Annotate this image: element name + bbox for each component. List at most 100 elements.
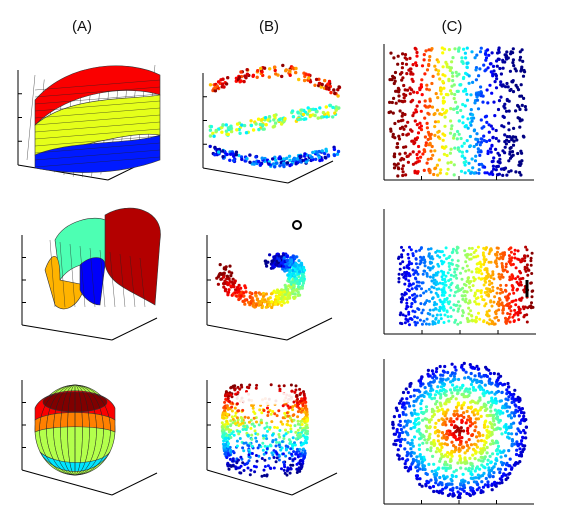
c3-point	[430, 410, 434, 414]
c1-point	[415, 54, 419, 58]
c3-point	[431, 380, 435, 384]
b1-point	[308, 113, 313, 118]
c3-point	[486, 400, 490, 404]
c2-point	[519, 271, 523, 275]
c3-point	[443, 364, 447, 369]
b1-point	[307, 109, 311, 113]
c3-point	[493, 392, 497, 396]
c3-point	[437, 448, 441, 452]
c2-point	[504, 265, 508, 269]
c1-point	[393, 121, 397, 126]
c3-point	[506, 435, 510, 439]
b2-point	[287, 277, 291, 281]
c2-point	[484, 302, 488, 306]
b3-point	[277, 433, 281, 436]
b3-opening	[235, 391, 295, 405]
c3-point	[419, 407, 423, 411]
c1-point	[392, 155, 397, 159]
c1-point	[456, 129, 460, 134]
c3-point	[477, 367, 481, 371]
c3-point	[489, 442, 493, 446]
a2-mesh-line	[129, 255, 136, 308]
c1-point	[508, 69, 512, 73]
c1-point	[448, 151, 452, 155]
c3-point	[506, 398, 510, 402]
c2-point	[439, 313, 443, 317]
c1-point	[404, 62, 409, 66]
b2-point	[296, 267, 300, 271]
c3-point	[455, 417, 459, 421]
c1-point	[436, 130, 440, 134]
b1-point	[248, 153, 252, 157]
b3-point	[241, 446, 245, 450]
b3-point	[223, 437, 227, 441]
b3-point	[263, 458, 267, 462]
c2-point	[508, 257, 512, 261]
b3-point	[239, 471, 243, 475]
c1-point	[422, 58, 426, 62]
b3-point	[275, 440, 278, 444]
c3-point	[479, 490, 483, 495]
b2-point	[286, 273, 290, 277]
c1-point	[488, 147, 493, 151]
c1-point	[494, 72, 498, 76]
c2-point	[446, 271, 450, 275]
b3-point	[291, 436, 295, 440]
c1-point	[483, 171, 487, 175]
c2-point	[418, 248, 422, 252]
c2-point	[414, 323, 418, 327]
c2-point	[514, 277, 517, 281]
c1-point	[511, 153, 515, 157]
b3-point	[247, 444, 251, 448]
c2-point	[406, 252, 410, 256]
c3-point	[442, 474, 446, 478]
c2-point	[471, 284, 475, 288]
c1-point	[497, 57, 501, 61]
c1-point	[437, 69, 441, 73]
c3-point	[462, 429, 466, 433]
c1-point	[400, 66, 404, 70]
c3-point	[416, 416, 421, 420]
c1-point	[511, 135, 515, 139]
c3-point	[452, 377, 456, 381]
c1-point	[457, 132, 461, 136]
c1-point	[465, 61, 469, 65]
b3-point	[225, 404, 229, 408]
c2-point	[467, 268, 471, 272]
c2-point	[527, 268, 531, 272]
a1-mesh-line	[34, 107, 161, 119]
c1-point	[432, 172, 436, 177]
c2-point	[469, 257, 473, 261]
c2-point	[403, 282, 407, 286]
c3-point	[451, 394, 455, 398]
b3-point	[284, 454, 288, 458]
c1-point	[430, 81, 434, 86]
c3-point	[479, 414, 483, 418]
c3-point	[474, 417, 478, 421]
c1-point	[426, 105, 430, 109]
c3-point	[420, 393, 425, 397]
b2-point	[228, 264, 232, 268]
c3-point	[429, 446, 433, 450]
b3-point	[254, 436, 258, 440]
c1-point	[460, 144, 464, 148]
c2-point	[401, 260, 405, 264]
b1-point	[254, 155, 258, 159]
c2-point	[455, 276, 459, 280]
b3-point	[286, 468, 290, 472]
b1-point	[229, 129, 234, 134]
b1-point	[213, 153, 217, 157]
c3-point	[490, 425, 494, 429]
c1-point	[481, 100, 485, 104]
c1-point	[422, 53, 426, 57]
c1-point	[494, 147, 498, 151]
column-label-b: (B)	[259, 18, 279, 35]
c3-point	[488, 454, 492, 458]
c1-point	[449, 147, 453, 151]
c1-point	[518, 55, 523, 59]
c3-point	[465, 449, 469, 453]
c1-point	[433, 120, 438, 124]
c2-point	[526, 306, 530, 310]
c3-point	[466, 426, 470, 430]
b2-point	[269, 292, 274, 296]
